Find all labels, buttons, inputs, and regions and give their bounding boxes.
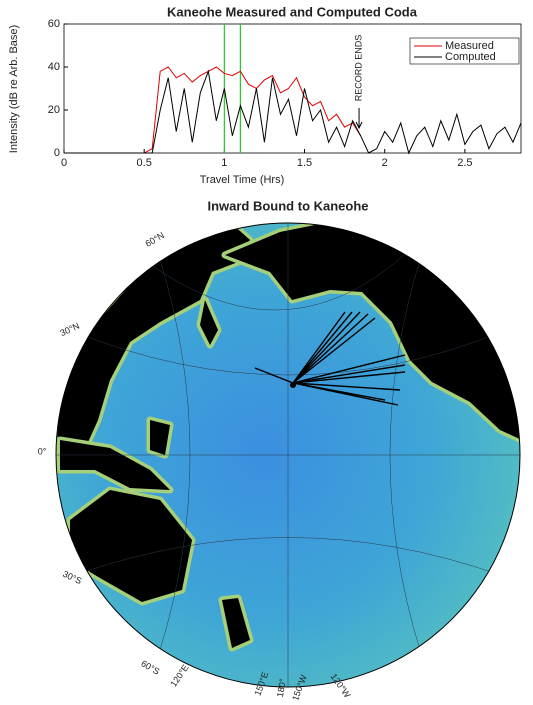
graticule: [56, 223, 520, 687]
legend-label: Computed: [445, 51, 496, 63]
lat-label: 30°S: [61, 569, 83, 586]
x-tick-label: 1.5: [297, 157, 312, 169]
globe-edge: [55, 222, 521, 688]
y-axis-label: Intensity (dB re Arb. Base): [8, 25, 20, 153]
lat-label: 0°: [38, 446, 47, 456]
y-tick-label: 0: [54, 147, 60, 159]
x-tick-label: 0.5: [137, 157, 152, 169]
x-tick-label: 2.5: [457, 157, 472, 169]
lat-label: 60°S: [139, 658, 161, 676]
map-title: Inward Bound to Kaneohe: [207, 198, 368, 213]
annotation: RECORD ENDS: [353, 35, 363, 102]
lon-label: 120°E: [168, 663, 190, 689]
x-axis-label: Travel Time (Hrs): [200, 174, 285, 186]
data-line: [64, 69, 522, 155]
annotation-arrowhead: [355, 121, 363, 130]
ray-paths: [254, 311, 406, 406]
x-tick-label: 2: [382, 157, 388, 169]
lat-label: 30°N: [59, 321, 81, 339]
legend-label: Measured: [445, 40, 494, 52]
x-tick-label: 0: [61, 157, 67, 169]
x-tick-label: 1: [221, 157, 227, 169]
map: [56, 223, 520, 687]
chart-title: Kaneohe Measured and Computed Coda: [167, 4, 418, 19]
lon-label: 180°: [275, 677, 288, 697]
y-tick-label: 40: [48, 61, 60, 73]
y-tick-label: 20: [48, 104, 60, 116]
lat-label: 60°N: [143, 230, 165, 249]
legend: [409, 37, 520, 65]
kaneohe: [290, 382, 296, 388]
y-tick-label: 60: [48, 18, 60, 30]
